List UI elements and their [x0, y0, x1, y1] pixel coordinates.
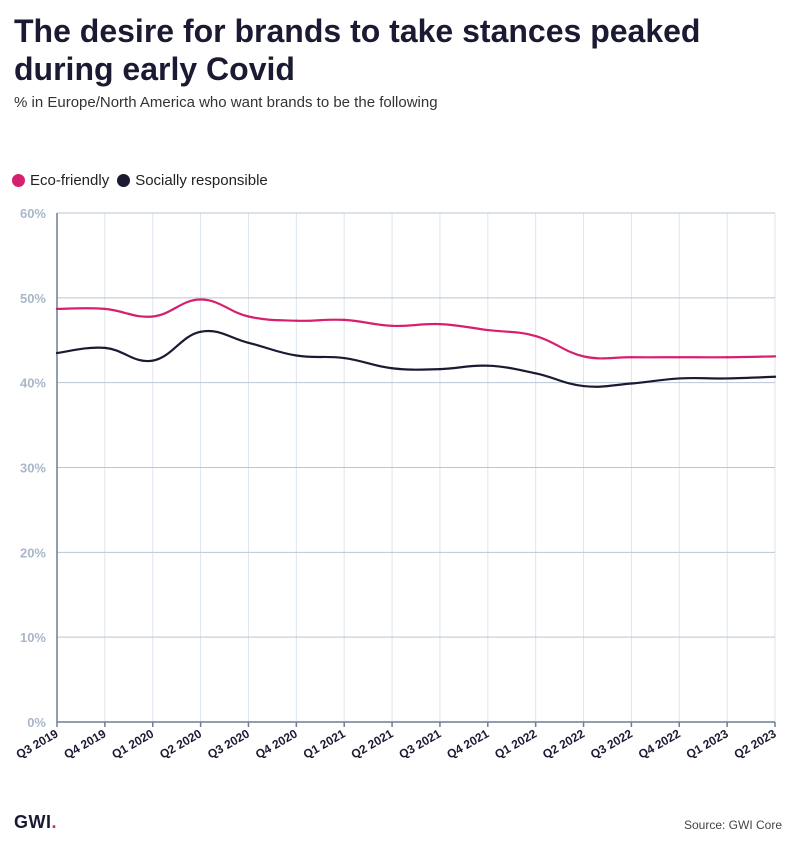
- data-point-socially-responsible: [151, 359, 154, 362]
- data-point-socially-responsible: [55, 351, 59, 355]
- legend-label-socially-responsible: Socially responsible: [135, 172, 268, 189]
- data-point-socially-responsible: [678, 377, 681, 380]
- data-point-socially-responsible: [295, 354, 298, 357]
- x-tick-label: Q1 2020: [109, 726, 156, 761]
- series-line-socially-responsible: [55, 329, 777, 388]
- data-point-eco-friendly: [390, 324, 394, 327]
- gwi-logo: GWI.: [14, 812, 57, 833]
- x-tick-label: Q4 2019: [61, 726, 108, 761]
- data-point-eco-friendly: [199, 298, 202, 301]
- x-tick-label: Q2 2021: [349, 726, 396, 761]
- x-tick-label: Q2 2022: [540, 726, 587, 761]
- x-tick-label: Q4 2022: [636, 726, 683, 761]
- data-point-eco-friendly: [486, 328, 489, 332]
- legend-dot-eco-friendly: [12, 174, 25, 187]
- data-point-socially-responsible: [773, 375, 777, 378]
- legend-item-eco-friendly: Eco-friendly: [12, 172, 109, 189]
- data-point-eco-friendly: [534, 334, 537, 338]
- data-point-eco-friendly: [582, 355, 585, 358]
- data-point-eco-friendly: [630, 356, 633, 359]
- line-chart: 0%10%20%30%40%50%60%Q3 2019 Q4 2019 Q1 202…: [14, 206, 779, 762]
- y-tick-label: 50%: [20, 291, 46, 306]
- x-tick-label: Q2 2023: [732, 726, 779, 761]
- data-point-socially-responsible: [390, 367, 394, 370]
- legend-dot-socially-responsible: [117, 174, 131, 187]
- data-point-socially-responsible: [630, 382, 633, 385]
- x-tick-label: Q3 2022: [588, 726, 635, 761]
- x-tick-label: Q3 2019: [14, 726, 61, 761]
- data-point-eco-friendly: [343, 318, 346, 321]
- data-point-socially-responsible: [534, 372, 537, 375]
- x-tick-label: Q2 2020: [157, 726, 204, 761]
- data-point-socially-responsible: [582, 384, 585, 388]
- y-tick-label: 10%: [20, 630, 46, 645]
- data-point-eco-friendly: [55, 307, 59, 310]
- x-tick-label: Q1 2022: [492, 726, 539, 761]
- logo-dot: .: [51, 812, 58, 832]
- legend-item-socially-responsible: Socially responsible: [117, 172, 268, 189]
- data-point-socially-responsible: [486, 364, 489, 367]
- x-tick-label: Q1 2021: [301, 726, 348, 761]
- data-point-eco-friendly: [295, 319, 298, 322]
- y-tick-label: 40%: [20, 376, 46, 391]
- chart-subtitle: % in Europe/North America who want brand…: [14, 94, 438, 111]
- y-tick-label: 20%: [20, 545, 46, 560]
- x-tick-label: Q3 2020: [205, 726, 252, 761]
- legend-label-eco-friendly: Eco-friendly: [30, 172, 110, 189]
- data-point-eco-friendly: [103, 307, 106, 310]
- source-note: Source: GWI Core: [683, 818, 782, 832]
- y-tick-label: 30%: [20, 461, 46, 476]
- x-tick-label: Q1 2023: [684, 726, 731, 761]
- chart-title: The desire for brands to take stances pe…: [14, 13, 701, 87]
- legend: Eco-friendly Socially responsible: [12, 172, 276, 189]
- data-point-eco-friendly: [151, 315, 154, 318]
- x-tick-label: Q4 2020: [253, 726, 300, 761]
- x-tick-label: Q3 2021: [397, 726, 444, 761]
- logo-text: GWI: [14, 812, 52, 832]
- y-tick-label: 0%: [27, 715, 46, 730]
- data-point-socially-responsible: [247, 341, 250, 344]
- data-point-eco-friendly: [773, 355, 777, 358]
- data-point-socially-responsible: [199, 330, 202, 333]
- data-point-eco-friendly: [247, 315, 250, 318]
- x-tick-label: Q4 2021: [444, 726, 491, 761]
- data-point-socially-responsible: [726, 377, 729, 380]
- series-line-eco-friendly: [55, 298, 777, 360]
- data-point-eco-friendly: [438, 323, 442, 326]
- data-point-socially-responsible: [343, 356, 346, 360]
- data-point-socially-responsible: [103, 346, 106, 349]
- data-point-eco-friendly: [678, 356, 681, 359]
- y-tick-label: 60%: [20, 206, 46, 221]
- data-point-eco-friendly: [726, 356, 729, 359]
- data-point-socially-responsible: [438, 367, 442, 371]
